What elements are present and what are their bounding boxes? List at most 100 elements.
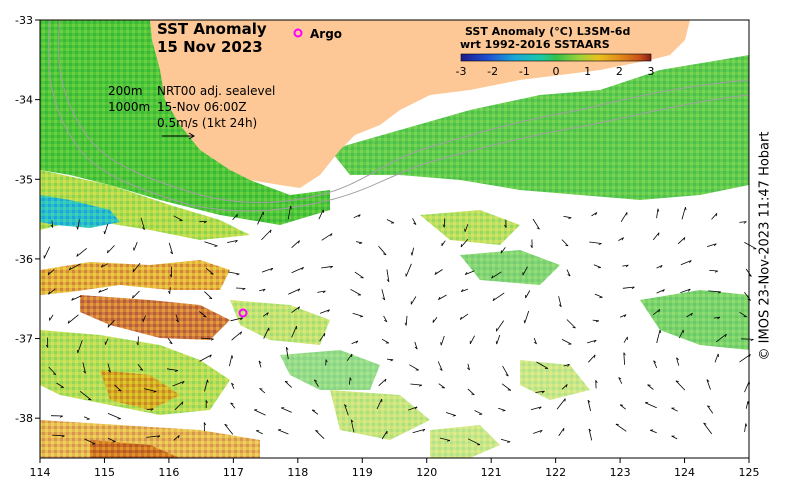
argo-legend-label: Argo [310, 27, 342, 41]
argo-legend-icon [293, 28, 303, 38]
current-vector [285, 347, 289, 360]
current-vector-head [209, 354, 212, 358]
current-vector-head [234, 240, 238, 243]
current-vector [173, 435, 180, 441]
current-vector [143, 388, 157, 392]
current-vector [680, 260, 692, 266]
current-vector [524, 310, 530, 324]
current-vector-head [315, 430, 319, 432]
current-vector [107, 413, 121, 420]
current-vector [492, 292, 505, 302]
current-vector [317, 290, 326, 293]
current-vector-head [103, 231, 105, 235]
current-vector-head [269, 229, 272, 233]
current-vector-head [502, 410, 506, 412]
current-vector-head [266, 312, 269, 316]
current-vector-head [438, 296, 441, 300]
current-vector-head [330, 233, 333, 237]
current-vector-head [157, 435, 161, 438]
current-vector-head [567, 364, 570, 367]
current-vector-head [61, 435, 65, 438]
current-vector-head [242, 288, 246, 291]
current-vector-head [358, 214, 361, 218]
current-vector-head [621, 237, 624, 241]
current-vector-head [59, 415, 63, 418]
current-vector-head [382, 297, 385, 301]
current-vector [558, 427, 565, 437]
current-vector-head [169, 274, 172, 278]
current-vector [346, 353, 353, 362]
current-vector-head [568, 217, 572, 219]
current-vector-head [240, 317, 243, 321]
current-vector-head [452, 415, 456, 417]
current-vector [591, 212, 598, 217]
current-vector [291, 240, 300, 248]
current-vector-head [50, 224, 54, 228]
current-vector [645, 402, 657, 409]
current-vector-head [491, 275, 494, 279]
current-vector-head [750, 339, 754, 342]
current-vector-head [67, 320, 70, 324]
current-vector [619, 404, 626, 410]
current-vector [68, 263, 81, 271]
current-vector [287, 205, 291, 220]
current-vector-head [707, 405, 711, 408]
current-vector [104, 223, 109, 235]
current-vector [232, 213, 238, 221]
current-vector [650, 429, 657, 434]
current-vector [258, 360, 262, 368]
current-vector-head [717, 316, 721, 320]
current-vector [353, 214, 361, 219]
current-vector [588, 428, 593, 441]
argo-float-marker [238, 308, 248, 318]
current-vector [168, 242, 173, 255]
current-vector [381, 430, 388, 440]
current-vector [315, 430, 325, 439]
current-vector-head [631, 286, 635, 290]
current-vector-head [175, 319, 179, 323]
current-vector-head [181, 381, 185, 384]
current-vector [703, 422, 713, 435]
vector-scale-label: 0.5m/s (1kt 24h) [157, 116, 257, 130]
y-tick-label: -38 [15, 412, 33, 425]
current-vector [535, 390, 545, 393]
current-vector-head [384, 319, 388, 323]
current-vector [259, 288, 266, 292]
current-vector [71, 295, 82, 301]
current-vector-head [322, 290, 326, 294]
current-vector [623, 352, 625, 365]
current-vector [257, 211, 264, 225]
current-vector [647, 384, 654, 390]
current-vector-head [446, 440, 451, 442]
current-vector [201, 337, 214, 340]
current-vector-head [594, 354, 596, 358]
current-vector [522, 266, 528, 276]
current-vector [653, 309, 661, 316]
current-vector [52, 434, 65, 437]
current-vector [592, 319, 599, 322]
current-vector [355, 241, 363, 244]
current-vector-head [572, 326, 576, 329]
current-vector-head [48, 291, 50, 295]
y-axis: -33 -34 -35 -36 -37 -38 [15, 14, 40, 425]
current-vector [706, 243, 717, 247]
current-vector-head [285, 347, 289, 350]
current-vector-head [439, 368, 443, 371]
current-vector-head [434, 271, 437, 275]
current-vector [713, 316, 720, 319]
current-vector [620, 212, 628, 223]
current-vector [376, 398, 383, 410]
current-vector-head [168, 290, 171, 294]
current-vector [656, 329, 661, 344]
current-vector-head [460, 244, 463, 248]
current-vector [652, 232, 660, 241]
current-vector [82, 362, 86, 374]
current-vector-head [76, 226, 79, 230]
current-vector-head [153, 391, 157, 393]
current-vector-head [258, 360, 262, 364]
current-vector [229, 355, 233, 367]
current-vector [291, 267, 304, 274]
current-vector [536, 361, 549, 369]
current-vector-head [593, 339, 597, 343]
colorbar-ticks: -3 -2 -1 0 1 2 3 [456, 65, 655, 78]
